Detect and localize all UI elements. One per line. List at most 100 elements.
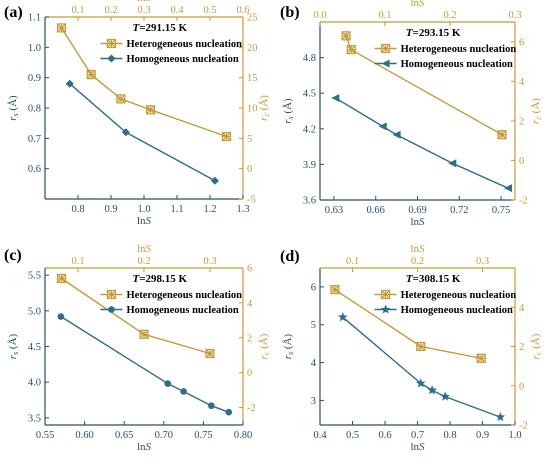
y-tick-label: 3.9 [303,160,316,171]
x-tick-label: 1.0 [508,430,521,441]
x2-tick-label: 0.4 [170,5,184,16]
series-homogeneous [57,313,233,416]
data-point [180,388,187,395]
x-axis-title: lnS [137,441,152,453]
data-point [56,273,67,284]
x-tick-label: 1.0 [137,204,150,215]
data-point [86,70,96,80]
y-axis-title: rs (Å) [282,98,295,124]
y2-tick-label: 4 [247,298,253,309]
x-tick-label: 0.9 [476,430,489,441]
legend-entry: Homogeneous nucleation [374,59,513,70]
legend-entry: Heterogeneous nucleation [374,43,517,55]
legend-label: Heterogeneous nucleation [401,44,517,55]
series-homogeneous [338,312,506,422]
panel-letter: (a) [4,4,23,21]
x2-tick-label: 0.3 [508,10,521,21]
chart-title: T=298.15 K [133,273,188,285]
series-line [334,97,509,189]
data-point [208,402,215,410]
y2-tick-label: 15 [247,73,258,84]
data-point [341,31,351,41]
legend-label: Homogeneous nucleation [401,59,513,70]
legend-marker [380,304,391,314]
x-tick-label: 0.70 [155,430,173,441]
data-point [330,284,340,295]
y2-tick-label: 10 [247,104,258,115]
x2-tick-label: 0.6 [236,5,249,16]
y-tick-label: 0.8 [28,104,41,115]
series-heterogeneous [56,273,215,359]
data-point [164,380,172,387]
legend-marker [107,54,116,63]
x2-axis-title: lnS [410,243,425,255]
panel-letter: (c) [4,247,22,264]
y-axis-title: rs (Å) [7,95,20,121]
data-point [65,79,74,88]
y2-tick-label: -2 [519,196,528,207]
data-point [331,93,340,102]
panel-letter: (d) [280,248,300,265]
legend-entry: Heterogeneous nucleation [100,38,242,50]
data-point [146,105,156,115]
y2-tick-label: 6 [519,37,524,48]
data-point [476,353,486,363]
y2-axis-title: rc (Å) [530,98,543,124]
x-tick-label: 0.75 [194,430,212,441]
series-heterogeneous [330,284,486,363]
y2-axis-title: rc (Å) [258,333,271,359]
series-homogeneous [65,79,219,185]
y2-tick-label: 20 [247,43,258,54]
data-point [338,312,348,322]
data-point [440,391,450,401]
x2-tick-label: 0.2 [104,5,117,16]
legend-entry: Heterogeneous nucleation [100,289,242,301]
y-tick-label: 4.8 [303,53,316,64]
legend-entry: Heterogeneous nucleation [374,289,516,301]
x-axis-title: lnS [410,216,425,228]
data-point [416,378,426,388]
panel-4: (d) 0.4 0.5 0.6 0.7 0.8 0.9 1.0 3 4 5 6 0.1 0.2 0.3 -2 0… [280,243,543,453]
x-axis-title: lnS [410,441,425,453]
y2-tick-label: 2 [519,342,524,353]
series-line [342,316,501,418]
y-axis-title: rs (Å) [7,333,20,359]
y2-tick-label: 6 [247,264,252,275]
x-tick-label: 0.4 [313,430,327,441]
x-tick-label: 1.1 [170,204,183,215]
legend-label: Heterogeneous nucleation [126,39,242,50]
legend-label: Homogeneous nucleation [401,305,513,316]
y-tick-label: 4.0 [28,378,41,389]
x2-axis-title: lnS [137,243,152,255]
y2-tick-label: 0 [247,164,252,175]
y-tick-label: 5.0 [28,306,41,317]
x-tick-label: 0.63 [325,205,343,216]
x-tick-label: 0.5 [346,430,359,441]
x-tick-label: 0.80 [234,430,252,441]
data-point [116,94,126,104]
y-tick-label: 5 [311,320,316,331]
x2-tick-label: 0.2 [411,256,424,267]
y2-tick-label: 4 [519,77,525,88]
x2-tick-label: 0.1 [378,10,391,21]
x-tick-label: 0.75 [492,205,510,216]
y2-tick-label: 0 [247,368,252,379]
data-point [448,159,457,168]
data-point [221,131,232,142]
data-point [121,128,130,137]
data-point [346,45,356,55]
x2-tick-label: 0.2 [443,10,456,21]
legend-marker [106,38,117,49]
data-point [504,184,513,193]
y-axis-title: rs (Å) [282,333,295,359]
y2-tick-label: 25 [247,13,258,24]
panel-letter: (b) [280,4,300,21]
legend-entry: Homogeneous nucleation [374,304,513,316]
x-tick-label: 0.69 [408,205,426,216]
x2-tick-label: 0.0 [313,10,326,21]
x2-tick-label: 0.3 [137,5,150,16]
x2-tick-label: 0.1 [346,256,359,267]
y2-tick-label: -2 [247,403,256,414]
x2-tick-label: 0.3 [476,256,489,267]
y-tick-label: 3.6 [303,196,316,207]
